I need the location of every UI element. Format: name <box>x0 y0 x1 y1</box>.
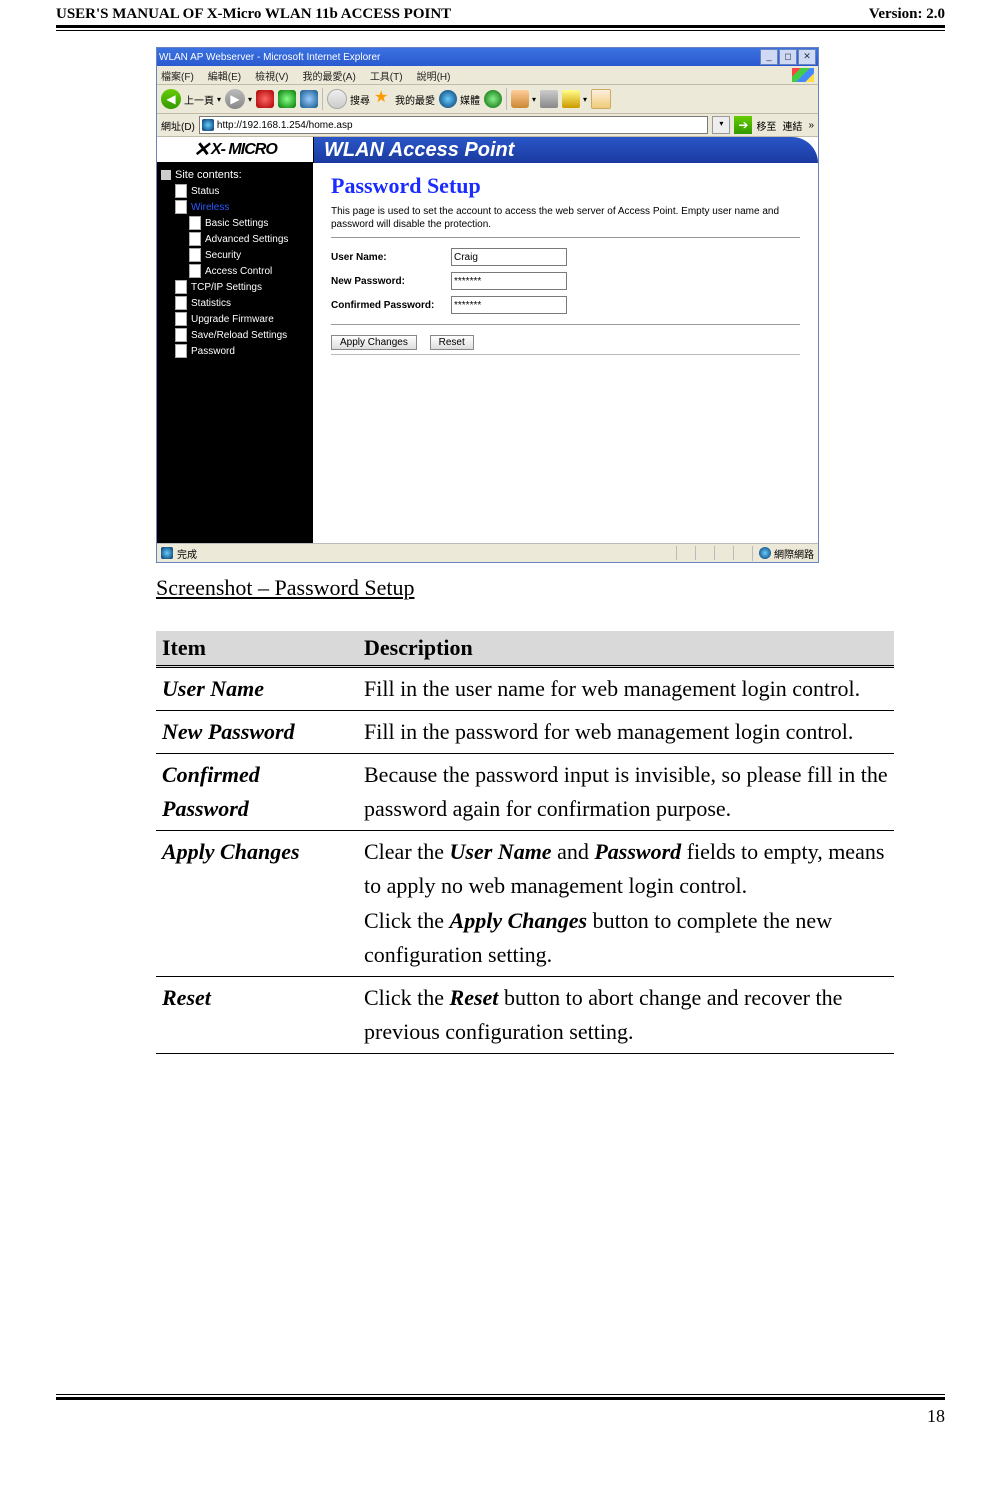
new-password-input[interactable] <box>451 272 567 290</box>
menu-file[interactable]: 檔案(F) <box>161 68 194 83</box>
header-right: Version: 2.0 <box>869 6 945 23</box>
content-area: Site contents: Status Wireless Basic Set… <box>157 163 818 543</box>
row-newp-desc: Fill in the password for web management … <box>358 711 894 754</box>
main-pane: Password Setup This page is used to set … <box>313 163 818 543</box>
stop-icon[interactable] <box>256 90 274 108</box>
browser-window: WLAN AP Webserver - Microsoft Internet E… <box>156 47 819 563</box>
menu-edit[interactable]: 編輯(E) <box>208 68 241 83</box>
th-desc: Description <box>358 631 894 667</box>
links-label[interactable]: 連結 <box>780 118 804 133</box>
sidebar: Site contents: Status Wireless Basic Set… <box>157 163 313 543</box>
address-url: http://192.168.1.254/home.asp <box>217 120 353 131</box>
description-table: Item Description User Name Fill in the u… <box>156 631 894 1054</box>
browser-address-bar: 網址(D) http://192.168.1.254/home.asp ▾ ➔ … <box>157 114 818 137</box>
row-conf-item: Confirmed Password <box>156 754 358 831</box>
zone-label: 網際網路 <box>774 546 814 561</box>
search-button[interactable]: 搜尋 <box>327 89 370 109</box>
header-rule-thick <box>56 25 945 28</box>
refresh-icon[interactable] <box>278 90 296 108</box>
sidebar-item-wireless[interactable]: Wireless <box>175 199 309 215</box>
discuss-icon[interactable] <box>591 89 611 109</box>
brand-title: WLAN Access Point <box>314 137 818 163</box>
status-ie-icon <box>161 547 173 559</box>
browser-title: WLAN AP Webserver - Microsoft Internet E… <box>159 52 380 63</box>
sidebar-item-password[interactable]: Password <box>175 343 309 359</box>
user-name-input[interactable] <box>451 248 567 266</box>
go-label: 移至 <box>756 118 776 133</box>
mail-button[interactable]: ▾ <box>511 90 536 108</box>
edit-button[interactable]: ▾ <box>562 90 587 108</box>
row-apply-item: Apply Changes <box>156 831 358 976</box>
sidebar-item-upgrade[interactable]: Upgrade Firmware <box>175 311 309 327</box>
row-user-item: User Name <box>156 667 358 711</box>
minimize-button[interactable]: _ <box>760 49 778 65</box>
header-left: USER'S MANUAL OF X-Micro WLAN 11b ACCESS… <box>56 6 451 23</box>
reset-button[interactable]: Reset <box>430 335 474 350</box>
header-rule-thin <box>56 30 945 31</box>
back-button[interactable]: ◀上一頁▾ <box>161 89 221 109</box>
go-button[interactable]: ➔ <box>734 116 752 134</box>
apply-changes-button[interactable]: Apply Changes <box>331 335 417 350</box>
browser-titlebar: WLAN AP Webserver - Microsoft Internet E… <box>157 48 818 66</box>
menu-help[interactable]: 說明(H) <box>417 68 451 83</box>
new-password-label: New Password: <box>331 276 451 287</box>
zone-globe-icon <box>759 547 771 559</box>
close-button[interactable]: ✕ <box>798 49 816 65</box>
sidebar-item-statistics[interactable]: Statistics <box>175 295 309 311</box>
brand-row: ✕X- MICRO WLAN Access Point <box>157 137 818 163</box>
history-icon[interactable] <box>484 90 502 108</box>
confirmed-password-label: Confirmed Password: <box>331 300 451 311</box>
sidebar-item-save-reload[interactable]: Save/Reload Settings <box>175 327 309 343</box>
maximize-button[interactable]: ◻ <box>779 49 797 65</box>
favorites-button[interactable]: ★我的最愛 <box>374 90 435 108</box>
row-apply-desc: Clear the User Name and Password fields … <box>358 831 894 976</box>
user-name-label: User Name: <box>331 252 451 263</box>
menu-tools[interactable]: 工具(T) <box>370 68 403 83</box>
sidebar-item-status[interactable]: Status <box>175 183 309 199</box>
sidebar-item-tcpip[interactable]: TCP/IP Settings <box>175 279 309 295</box>
row-reset-item: Reset <box>156 976 358 1053</box>
menu-view[interactable]: 檢視(V) <box>255 68 288 83</box>
menu-favorites[interactable]: 我的最愛(A) <box>302 68 355 83</box>
media-button[interactable]: 媒體 <box>439 90 480 108</box>
page-title: Password Setup <box>331 173 800 199</box>
address-input[interactable]: http://192.168.1.254/home.asp <box>199 116 709 134</box>
home-icon[interactable] <box>300 90 318 108</box>
sidebar-item-basic-settings[interactable]: Basic Settings <box>189 215 309 231</box>
links-chevron-icon[interactable]: » <box>808 120 814 131</box>
print-icon[interactable] <box>540 90 558 108</box>
ie-icon <box>202 119 214 131</box>
sidebar-item-access-control[interactable]: Access Control <box>189 263 309 279</box>
browser-toolbar: ◀上一頁▾ ▶▾ 搜尋 ★我的最愛 媒體 ▾ ▾ <box>157 85 818 114</box>
sidebar-item-advanced-settings[interactable]: Advanced Settings <box>189 231 309 247</box>
address-label: 網址(D) <box>161 118 195 133</box>
row-reset-desc: Click the Reset button to abort change a… <box>358 976 894 1053</box>
row-conf-desc: Because the password input is invisible,… <box>358 754 894 831</box>
status-done: 完成 <box>177 546 197 561</box>
forward-button[interactable]: ▶▾ <box>225 89 252 109</box>
browser-status-bar: 完成 網際網路 <box>157 543 818 562</box>
th-item: Item <box>156 631 358 667</box>
address-dropdown[interactable]: ▾ <box>712 116 730 134</box>
sidebar-title: Site contents: <box>161 169 309 181</box>
browser-menubar: 檔案(F) 編輯(E) 檢視(V) 我的最愛(A) 工具(T) 說明(H) <box>157 66 818 85</box>
windows-flag-icon <box>792 68 814 82</box>
row-newp-item: New Password <box>156 711 358 754</box>
sidebar-item-security[interactable]: Security <box>189 247 309 263</box>
page-description: This page is used to set the account to … <box>331 205 800 231</box>
row-user-desc: Fill in the user name for web management… <box>358 667 894 711</box>
page-number: 18 <box>56 1406 945 1427</box>
confirmed-password-input[interactable] <box>451 296 567 314</box>
screenshot-caption: Screenshot – Password Setup <box>156 575 945 601</box>
brand-logo: ✕X- MICRO <box>157 137 314 163</box>
